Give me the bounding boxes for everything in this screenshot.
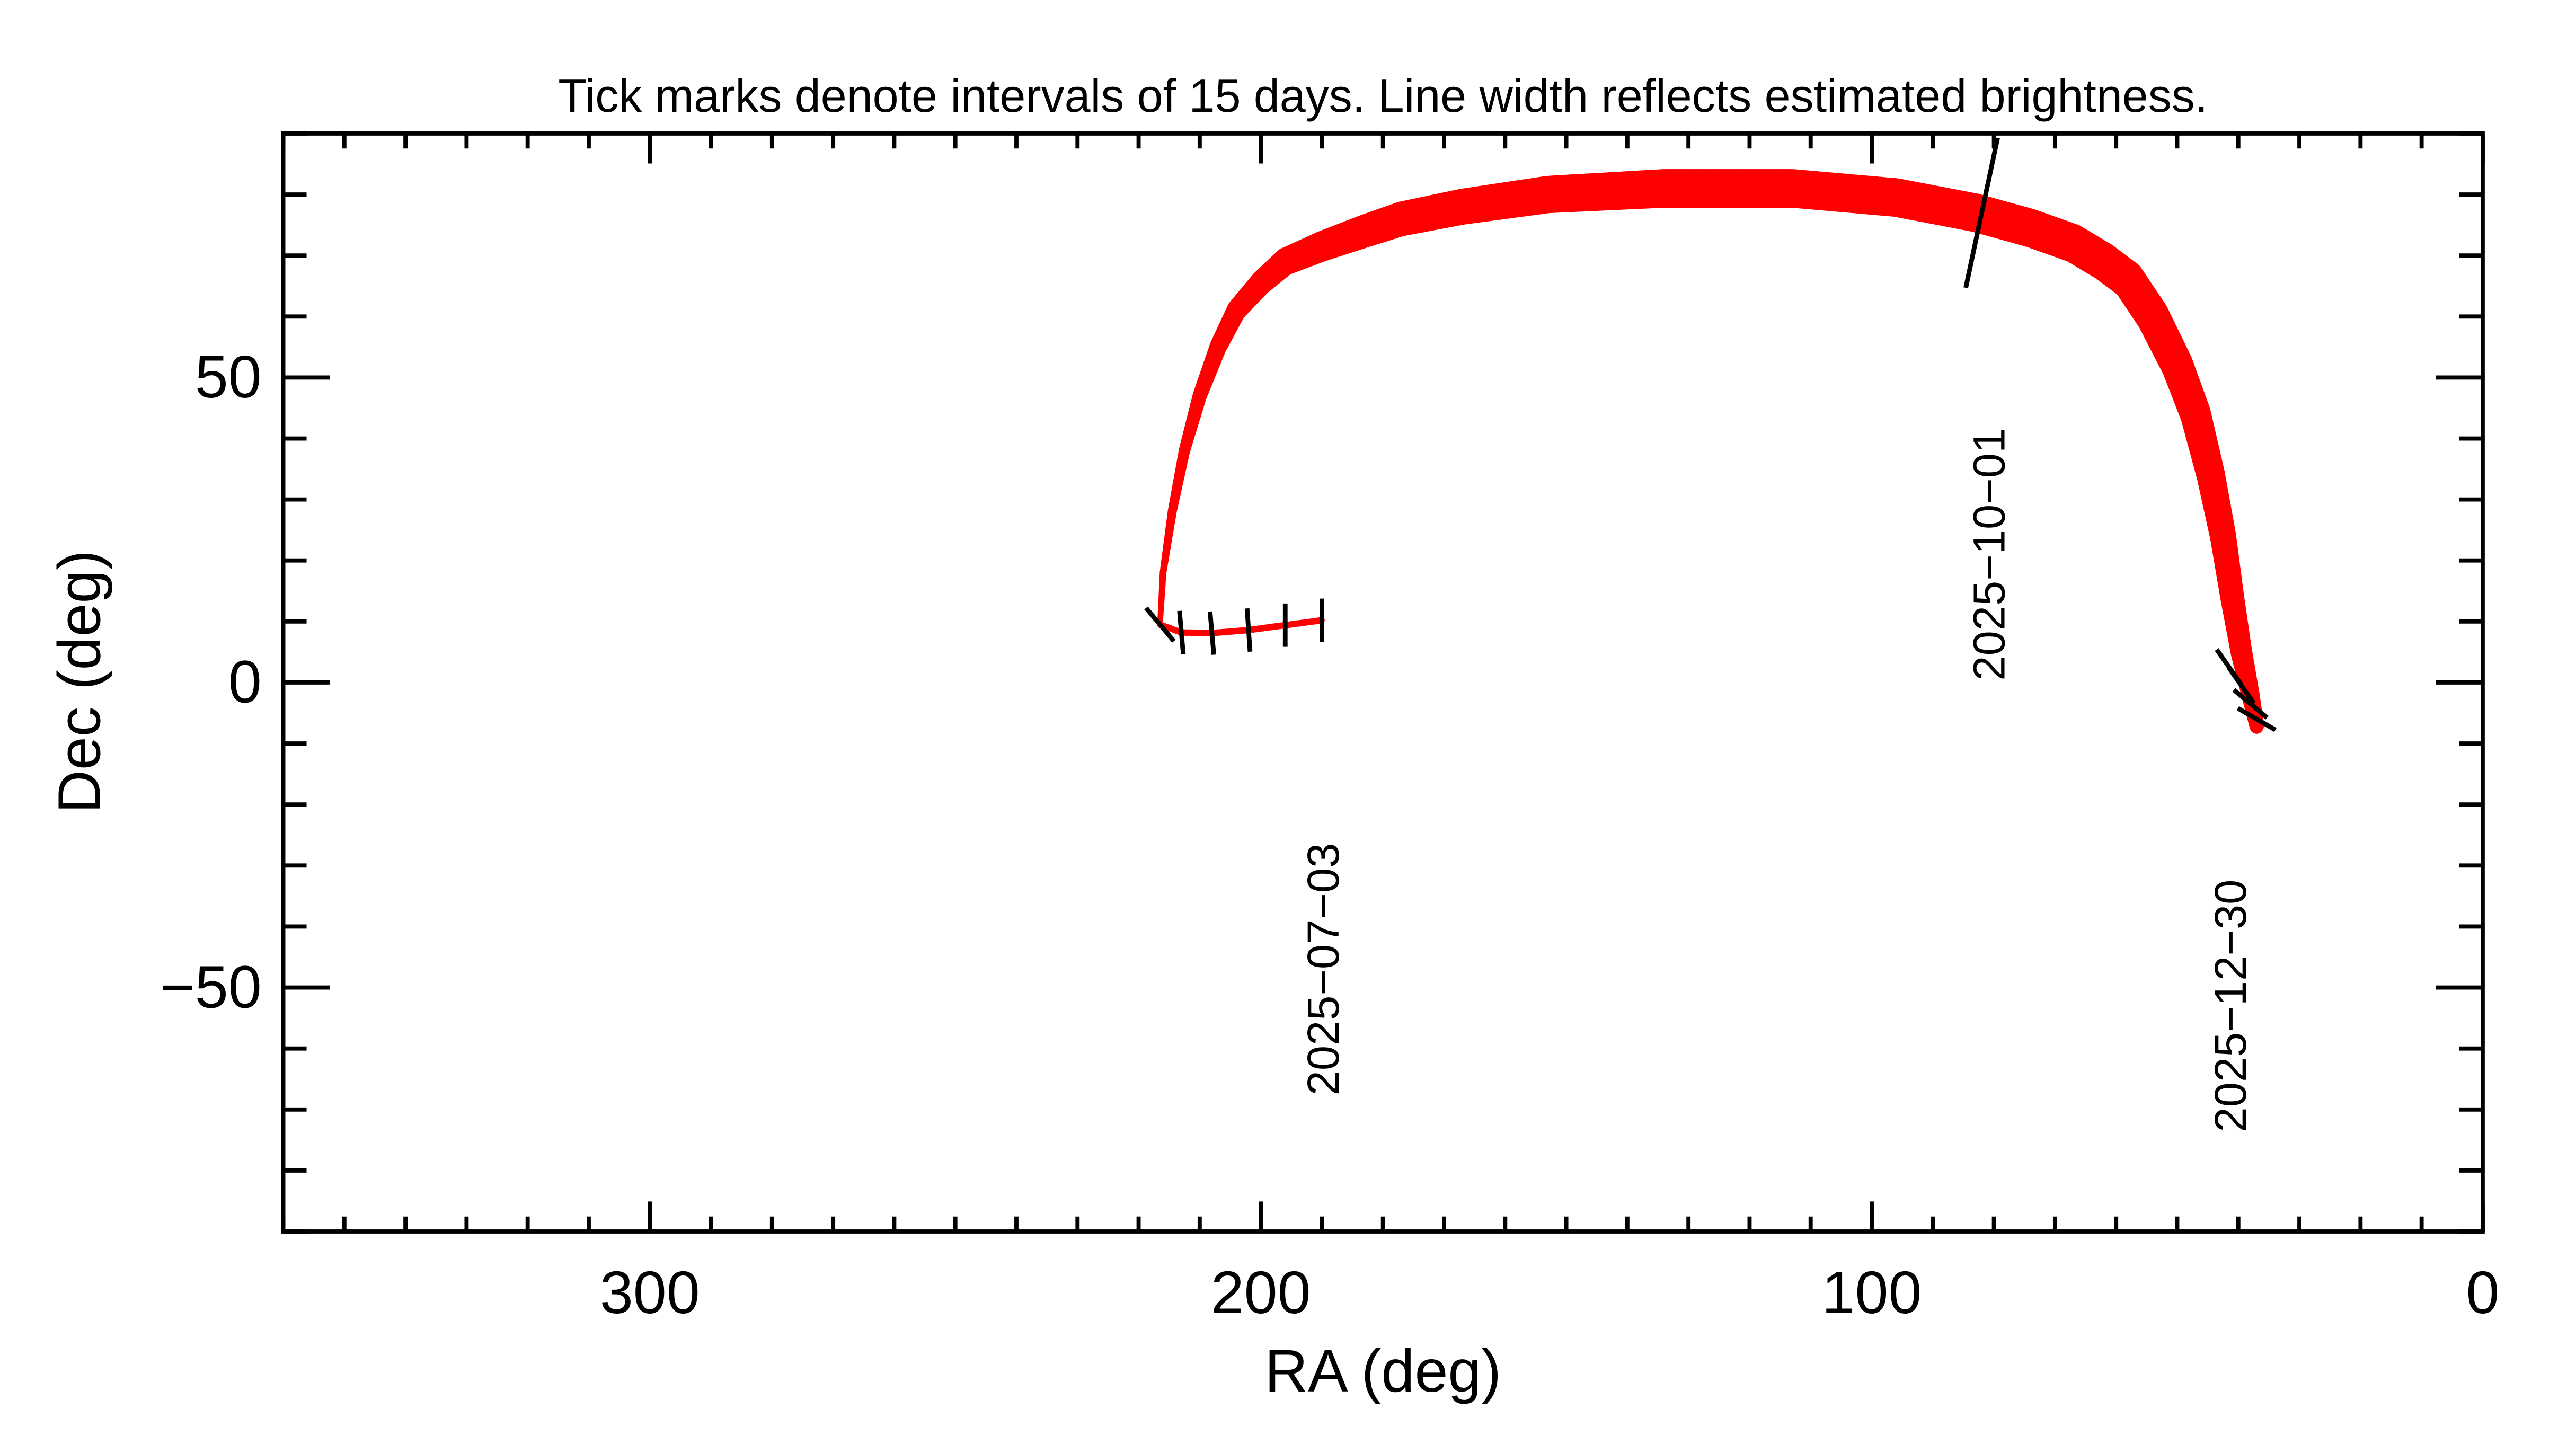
date-label: 2025−12−30 xyxy=(2205,880,2255,1132)
chart-title: Tick marks denote intervals of 15 days. … xyxy=(558,69,2208,122)
date-label: 2025−10−01 xyxy=(1964,428,2014,681)
date-tick-mark xyxy=(1144,606,1176,643)
x-tick-label: 300 xyxy=(600,1259,700,1326)
date-ticks xyxy=(1144,137,2277,732)
date-tick-mark xyxy=(1244,608,1253,652)
date-tick-mark xyxy=(2232,688,2269,720)
x-tick-label: 100 xyxy=(1822,1259,1922,1326)
axes: 300 200 100 0 50 0 −50 xyxy=(160,131,2499,1326)
date-tick-mark xyxy=(1963,137,2000,288)
date-tick-mark xyxy=(2227,666,2256,705)
date-tick-mark xyxy=(1177,610,1186,654)
x-tick-label: 200 xyxy=(1211,1259,1311,1326)
y-tick-label: 50 xyxy=(195,343,262,410)
date-label: 2025−07−03 xyxy=(1298,843,1348,1096)
y-tick-label: 0 xyxy=(228,649,262,715)
date-tick-mark xyxy=(2236,706,2277,732)
x-axis-label: RA (deg) xyxy=(1264,1337,1501,1404)
date-labels: 2025−07−03 2025−10−01 2025−12−30 xyxy=(1298,428,2255,1132)
x-tick-label: 0 xyxy=(2466,1259,2499,1326)
y-axis-label: Dec (deg) xyxy=(46,550,113,813)
track-series xyxy=(1157,169,2264,734)
date-tick-mark xyxy=(1207,611,1216,655)
y-tick-label: −50 xyxy=(160,953,262,1020)
